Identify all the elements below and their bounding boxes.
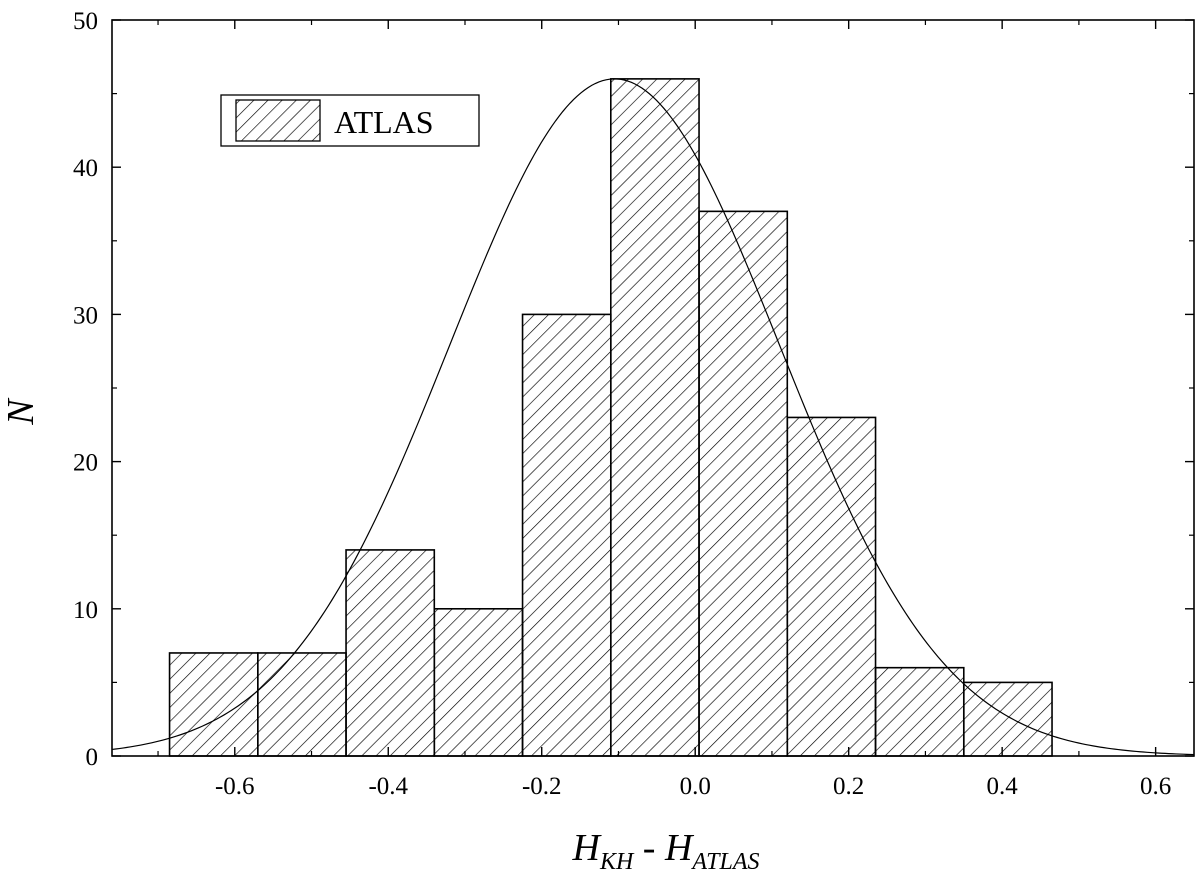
histogram-bar [345, 549, 436, 757]
histogram-bar [521, 313, 612, 757]
x-axis-title-sub2: ATLAS [690, 849, 759, 875]
fit-curve-line [112, 78, 1194, 756]
x-tick-label: -0.4 [368, 773, 408, 800]
axis-ticks [112, 19, 1194, 757]
x-tick-label: 0.4 [987, 773, 1019, 800]
histogram-bar [698, 210, 789, 757]
x-tick-labels: -0.6 -0.4 -0.2 0.0 0.2 0.4 0.6 [215, 773, 1171, 800]
x-tick-label: 0.2 [833, 773, 864, 800]
legend: ATLAS [220, 94, 480, 147]
histogram-bar [609, 78, 700, 757]
gaussian-fit [112, 78, 1194, 756]
histogram-bar [433, 607, 524, 757]
y-axis-title: N [0, 397, 42, 426]
histogram-bar [874, 666, 965, 757]
y-tick-label: 40 [73, 155, 98, 182]
y-tick-label: 10 [73, 597, 98, 624]
histogram-bar [257, 652, 347, 757]
y-tick-label: 30 [73, 302, 98, 329]
y-tick-label: 0 [86, 744, 99, 771]
x-axis-title: HKH - HATLAS [571, 827, 759, 875]
x-tick-label: -0.6 [215, 773, 255, 800]
histogram-bars [168, 78, 1053, 757]
y-tick-label: 20 [73, 450, 98, 477]
x-tick-label: 0.0 [680, 773, 711, 800]
histogram-bar [786, 416, 877, 757]
legend-swatch [235, 99, 321, 142]
x-axis-title-dash: - [633, 827, 665, 869]
x-tick-label: 0.6 [1140, 773, 1171, 800]
x-axis-title-sub1: KH [599, 849, 635, 875]
x-axis-title-main1: H [571, 827, 602, 869]
y-tick-label: 50 [73, 8, 98, 35]
y-tick-labels: 0 10 20 30 40 50 [73, 8, 98, 771]
histogram-bar [962, 681, 1053, 757]
histogram-bar [168, 652, 259, 757]
x-tick-label: -0.2 [522, 773, 562, 800]
x-axis-title-main2: H [664, 827, 695, 869]
legend-label: ATLAS [334, 104, 434, 140]
